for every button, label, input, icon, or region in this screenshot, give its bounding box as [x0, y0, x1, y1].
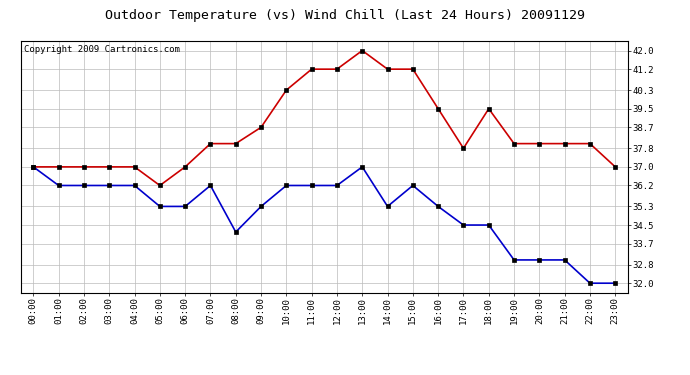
Text: Outdoor Temperature (vs) Wind Chill (Last 24 Hours) 20091129: Outdoor Temperature (vs) Wind Chill (Las…	[105, 9, 585, 22]
Text: Copyright 2009 Cartronics.com: Copyright 2009 Cartronics.com	[23, 45, 179, 54]
